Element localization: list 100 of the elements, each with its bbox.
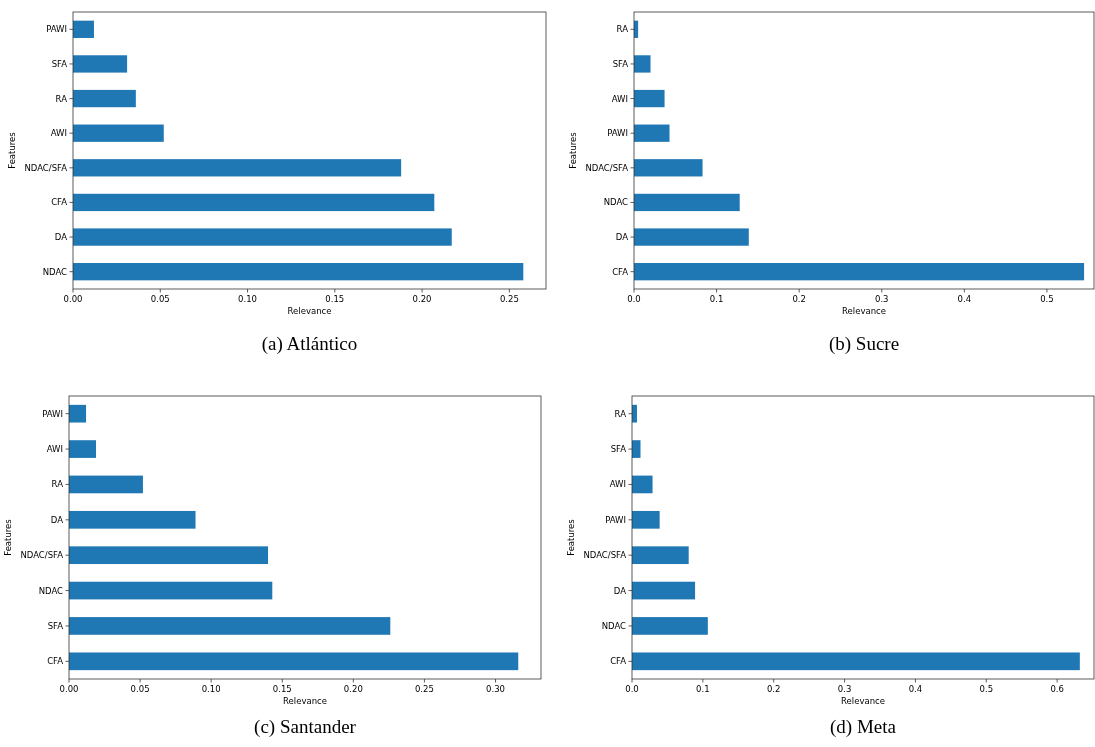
y-tick-label: SFA (612, 58, 629, 69)
bar (73, 55, 128, 73)
x-axis-title: Relevance (842, 306, 886, 316)
x-tick-label: 0.20 (343, 684, 363, 694)
x-tick-label: 0.05 (130, 684, 150, 694)
y-axis-title: Features (3, 518, 13, 556)
x-tick-label: 0.05 (150, 294, 170, 304)
text: (a) Atlántico (261, 333, 358, 355)
bar (69, 617, 391, 635)
bar (69, 581, 273, 600)
x-tick-label: 0.00 (59, 684, 79, 694)
x-tick-label: 0.25 (499, 294, 519, 304)
bar (69, 404, 87, 423)
bar (69, 440, 97, 458)
x-tick-label: 0.2 (792, 294, 806, 304)
bar (69, 475, 143, 494)
x-tick-label: 0.15 (325, 294, 345, 304)
x-tick-label: 0.5 (979, 684, 994, 694)
x-tick-label: 0.6 (1050, 684, 1064, 694)
y-tick-label: DA (54, 232, 68, 243)
bar (73, 193, 435, 212)
y-tick-label: PAWI (42, 408, 63, 419)
bar (634, 263, 1085, 281)
y-tick-label: AWI (609, 479, 626, 490)
bar (634, 228, 749, 246)
y-tick-label: PAWI (605, 514, 626, 525)
y-tick-label: CFA (47, 656, 64, 667)
bar (632, 440, 641, 458)
bar (634, 55, 651, 73)
y-tick-label: RA (51, 479, 64, 490)
x-tick-label: 0.25 (414, 684, 434, 694)
text: (c) Santander (254, 716, 357, 738)
y-tick-label: DA (613, 585, 627, 596)
bar (73, 159, 402, 177)
y-tick-label: SFA (51, 58, 68, 69)
y-tick-label: PAWI (607, 128, 628, 139)
bar (632, 475, 653, 494)
bar (73, 124, 164, 142)
bar (73, 20, 94, 38)
x-tick-label: 0.30 (486, 684, 505, 694)
x-tick-label: 0.1 (696, 684, 710, 694)
bar (634, 159, 703, 177)
y-tick-label: RA (616, 24, 629, 35)
y-tick-label: AWI (50, 128, 67, 139)
y-tick-label: CFA (610, 656, 627, 667)
y-tick-label: NDAC (603, 197, 629, 208)
bar (73, 89, 136, 108)
bar (632, 546, 689, 565)
y-tick-label: NDAC/SFA (24, 162, 68, 173)
bar (69, 652, 519, 671)
y-tick-label: AWI (611, 93, 628, 104)
bar (632, 617, 708, 635)
x-axis-title: Relevance (283, 696, 327, 706)
x-tick-label: 0.4 (957, 294, 972, 304)
bar (69, 510, 196, 529)
x-tick-label: 0.1 (709, 294, 724, 304)
y-tick-label: DA (50, 514, 64, 525)
y-tick-label: SFA (47, 620, 64, 631)
y-tick-label: NDAC/SFA (583, 550, 627, 561)
bar (73, 228, 452, 246)
x-tick-label: 0.15 (272, 684, 292, 694)
x-tick-label: 0.10 (201, 684, 221, 694)
y-tick-label: RA (55, 93, 68, 104)
x-axis-title: Relevance (287, 306, 332, 316)
bar (632, 510, 660, 529)
y-tick-label: AWI (46, 444, 63, 455)
x-tick-label: 0.0 (627, 294, 641, 304)
bar (634, 124, 670, 142)
x-tick-label: 0.0 (625, 684, 639, 694)
text: (d) Meta (830, 716, 897, 738)
y-tick-label: CFA (51, 197, 68, 208)
y-tick-label: NDAC (38, 585, 64, 596)
y-tick-label: CFA (612, 266, 629, 277)
y-tick-label: SFA (610, 444, 627, 455)
x-tick-label: 0.20 (412, 294, 432, 304)
x-axis-title: Relevance (841, 696, 885, 706)
x-tick-label: 0.4 (908, 684, 923, 694)
y-tick-label: DA (615, 232, 629, 243)
bar (632, 652, 1080, 671)
x-tick-label: 0.10 (238, 294, 258, 304)
bar (69, 546, 269, 565)
x-tick-label: 0.3 (874, 294, 889, 304)
x-tick-label: 0.3 (837, 684, 852, 694)
y-tick-label: NDAC (601, 620, 627, 631)
x-tick-label: 0.2 (766, 684, 781, 694)
y-axis-title: Features (7, 131, 17, 169)
y-tick-label: PAWI (46, 24, 67, 35)
bar (634, 193, 740, 212)
bar (73, 263, 524, 281)
text: (b) Sucre (828, 333, 900, 355)
y-tick-label: RA (614, 408, 627, 419)
bar (632, 581, 696, 600)
x-tick-label: 0.00 (63, 294, 83, 304)
y-axis-title: Features (568, 131, 578, 169)
y-tick-label: NDAC (42, 266, 68, 277)
y-tick-label: NDAC/SFA (20, 550, 64, 561)
bar (634, 89, 665, 108)
y-tick-label: NDAC/SFA (585, 162, 629, 173)
x-tick-label: 0.5 (1040, 294, 1054, 304)
y-axis-title: Features (566, 518, 576, 556)
